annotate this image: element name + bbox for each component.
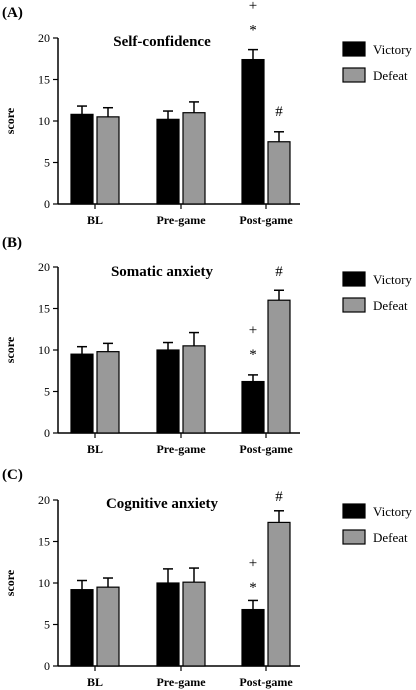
significance-marker: # [275,489,283,505]
y-axis-title: score [3,107,17,134]
bar [156,118,180,205]
legend-swatch [342,503,366,519]
bar [182,345,206,434]
y-tick-label: 15 [38,73,50,87]
y-tick-label: 10 [38,343,50,357]
panel-3: (C) Cognitive anxiety 0 5 10 15 20 score BL Pre-g… [2,467,412,689]
bar [70,113,94,205]
bar [267,141,291,205]
y-tick-label: 15 [38,302,50,316]
significance-marker: + [249,322,257,338]
significance-marker: + [249,555,257,571]
x-tick-label: Post-game [239,213,293,227]
panel-label: (C) [2,467,23,483]
legend-swatch [342,41,366,57]
legend-swatch [342,529,366,545]
y-tick-label: 20 [38,31,50,45]
bar [241,58,265,205]
y-tick-label: 10 [38,576,50,590]
x-tick-label: Pre-game [156,213,206,227]
y-tick-label: 15 [38,535,50,549]
y-tick-label: 0 [44,197,50,211]
y-axis-title: score [3,569,17,596]
y-axis-title: score [3,336,17,363]
x-tick-label: BL [87,213,103,227]
x-tick-label: Post-game [239,442,293,456]
significance-marker: # [275,104,283,120]
legend-swatch [342,271,366,287]
legend-label: Defeat [373,530,408,545]
significance-marker: + [249,0,257,14]
bar [267,299,291,434]
x-tick-label: Pre-game [156,675,206,689]
significance-marker: # [275,264,283,280]
y-tick-label: 5 [44,385,50,399]
x-tick-label: Pre-game [156,442,206,456]
bar [182,112,206,205]
bar [96,116,120,205]
bar [241,380,265,434]
bar [156,349,180,434]
legend-label: Defeat [373,68,408,83]
x-tick-label: BL [87,442,103,456]
y-tick-label: 20 [38,260,50,274]
x-tick-label: BL [87,675,103,689]
significance-marker: * [249,580,257,596]
panel-label: (B) [2,235,22,251]
significance-marker: * [249,23,257,39]
legend-swatch [342,297,366,313]
bar [267,521,291,667]
significance-marker: * [249,347,257,363]
bar [70,589,94,667]
y-tick-label: 20 [38,493,50,507]
legend-label: Defeat [373,298,408,313]
y-tick-label: 0 [44,659,50,673]
chart-title: Somatic anxiety [111,264,214,280]
panel-1: (A) Self-confidence 0 5 10 15 20 score BL Pre-gam… [2,0,412,227]
x-tick-label: Post-game [239,675,293,689]
bar [241,608,265,667]
bar [96,586,120,667]
bar [70,353,94,434]
bar [182,581,206,667]
bar [156,582,180,667]
y-tick-label: 5 [44,618,50,632]
y-tick-label: 5 [44,156,50,170]
legend-label: Victory [373,504,412,519]
panel-label: (A) [2,5,23,21]
bar [96,351,120,434]
panel-2: (B) Somatic anxiety 0 5 10 15 20 score BL Pre-gam… [2,235,412,456]
legend-swatch [342,67,366,83]
legend-label: Victory [373,42,412,57]
chart-title: Self-confidence [113,34,211,50]
y-tick-label: 0 [44,426,50,440]
chart-title: Cognitive anxiety [106,496,219,512]
legend-label: Victory [373,272,412,287]
y-tick-label: 10 [38,114,50,128]
